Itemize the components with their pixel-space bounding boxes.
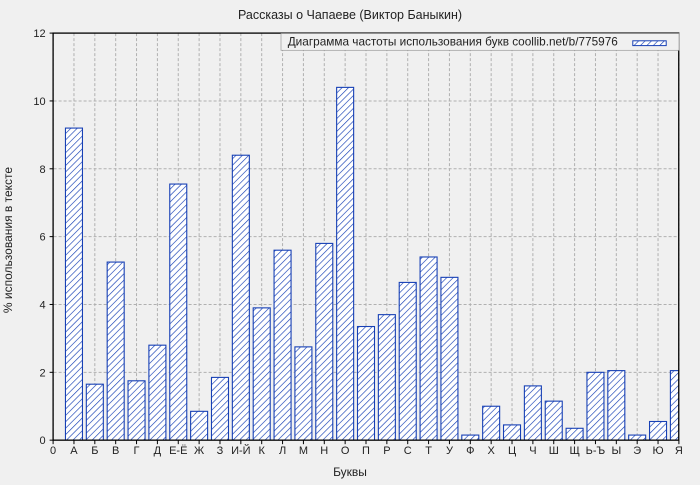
svg-text:И-Й: И-Й xyxy=(231,444,250,457)
svg-text:Т: Т xyxy=(425,445,432,457)
svg-text:Р: Р xyxy=(383,445,390,457)
svg-text:Щ: Щ xyxy=(569,445,579,457)
svg-text:Ю: Ю xyxy=(652,445,663,457)
svg-text:6: 6 xyxy=(39,232,45,244)
svg-text:В: В xyxy=(112,445,119,457)
svg-text:У: У xyxy=(446,445,454,457)
svg-text:А: А xyxy=(70,445,78,457)
svg-text:0: 0 xyxy=(39,435,45,447)
svg-text:Э: Э xyxy=(633,445,641,457)
svg-text:2: 2 xyxy=(39,367,45,379)
svg-text:Буквы: Буквы xyxy=(333,465,367,479)
svg-text:8: 8 xyxy=(39,164,45,176)
svg-text:Н: Н xyxy=(320,445,328,457)
svg-text:% использования в тексте: % использования в тексте xyxy=(1,167,15,313)
svg-text:Ц: Ц xyxy=(508,445,516,457)
svg-text:Я: Я xyxy=(675,445,683,457)
svg-text:М: М xyxy=(299,445,308,457)
svg-text:Е-Ё: Е-Ё xyxy=(169,445,187,457)
svg-text:Ж: Ж xyxy=(194,445,204,457)
svg-text:С: С xyxy=(404,445,412,457)
svg-text:Ь-Ъ: Ь-Ъ xyxy=(586,445,606,457)
svg-text:З: З xyxy=(217,445,224,457)
svg-text:Ч: Ч xyxy=(529,445,536,457)
svg-text:Ы: Ы xyxy=(611,445,621,457)
svg-text:Х: Х xyxy=(487,445,495,457)
svg-text:Б: Б xyxy=(91,445,98,457)
svg-text:Диаграмма частоты использовани: Диаграмма частоты использования букв coo… xyxy=(288,34,619,48)
svg-text:Ш: Ш xyxy=(549,445,559,457)
svg-text:П: П xyxy=(362,445,370,457)
svg-text:4: 4 xyxy=(39,299,45,311)
svg-text:0: 0 xyxy=(50,445,56,457)
svg-text:Д: Д xyxy=(154,445,162,457)
svg-text:Рассказы о Чапаеве (Виктор Бан: Рассказы о Чапаеве (Виктор Баныкин) xyxy=(238,8,462,22)
svg-text:К: К xyxy=(258,445,265,457)
svg-text:Г: Г xyxy=(134,445,140,457)
svg-text:12: 12 xyxy=(33,28,45,40)
svg-text:10: 10 xyxy=(33,96,45,108)
svg-text:Л: Л xyxy=(279,445,286,457)
svg-text:Ф: Ф xyxy=(466,445,474,457)
svg-text:О: О xyxy=(341,445,350,457)
